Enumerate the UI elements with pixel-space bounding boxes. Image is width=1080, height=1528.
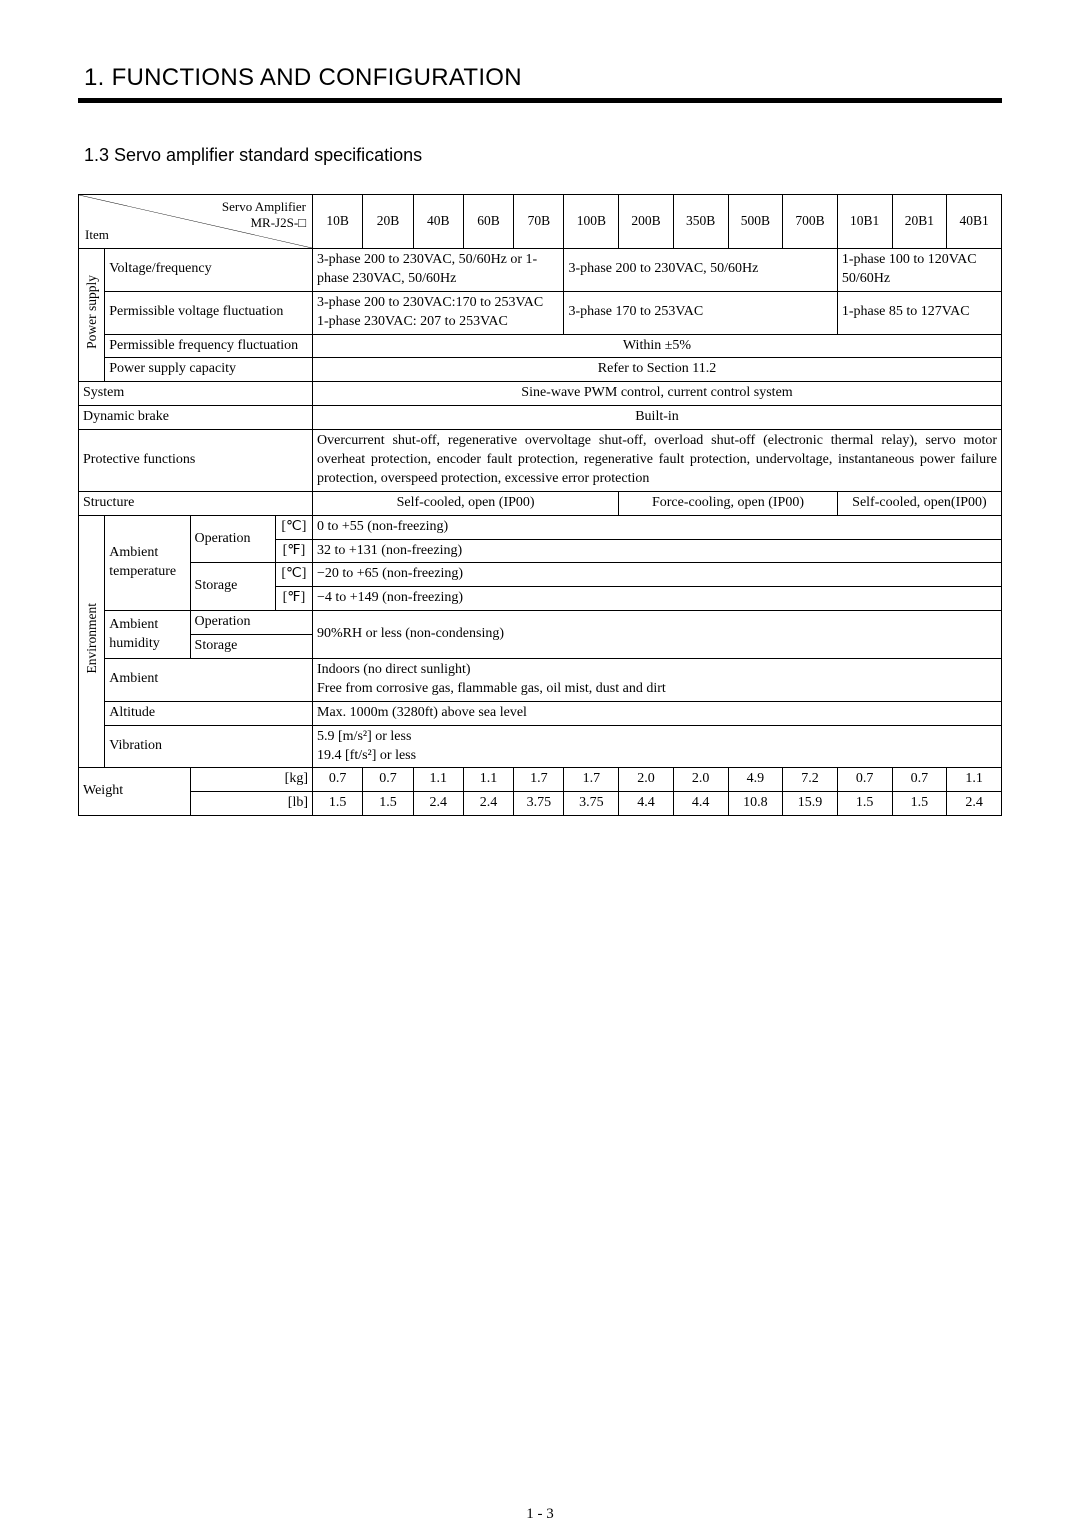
environment-group: Environment: [79, 515, 105, 768]
w-kg: 2.0: [673, 768, 728, 792]
w-kg: 0.7: [313, 768, 363, 792]
voltage-freq-a: 3-phase 200 to 230VAC, 50/60Hz or 1-phas…: [313, 249, 564, 292]
perm-volt-b: 3-phase 170 to 253VAC: [564, 291, 837, 334]
structure-label: Structure: [79, 491, 313, 515]
w-kg: 4.9: [728, 768, 783, 792]
w-kg: 0.7: [892, 768, 947, 792]
w-lb: 2.4: [413, 792, 463, 816]
ps-cap-label: Power supply capacity: [105, 358, 313, 382]
spec-table: Servo Amplifier MR-J2S-□ Item 10B 20B 40…: [78, 194, 1002, 816]
voltage-freq-c: 1-phase 100 to 120VAC 50/60Hz: [837, 249, 1001, 292]
w-kg: 0.7: [363, 768, 413, 792]
voltage-freq-label: Voltage/frequency: [105, 249, 313, 292]
amb-temp-label: Ambient temperature: [105, 515, 190, 611]
structure-c: Self-cooled, open(IP00): [837, 491, 1001, 515]
ps-cap-val: Refer to Section 11.2: [313, 358, 1002, 382]
unit-c2: [℃]: [275, 563, 312, 587]
system-val: Sine-wave PWM control, current control s…: [313, 382, 1002, 406]
w-lb: 1.5: [837, 792, 892, 816]
w-kg: 1.1: [947, 768, 1002, 792]
w-lb: 4.4: [673, 792, 728, 816]
model-col: 20B1: [892, 195, 947, 249]
protective-label: Protective functions: [79, 430, 313, 492]
amb-hum-label: Ambient humidity: [105, 611, 190, 659]
header-top2: MR-J2S-□: [250, 215, 306, 230]
page-number: 1 - 3: [78, 1506, 1002, 1523]
protective-val: Overcurrent shut-off, regenerative overv…: [313, 430, 1002, 492]
header-bottom: Item: [85, 226, 109, 244]
model-col: 10B1: [837, 195, 892, 249]
model-col: 500B: [728, 195, 783, 249]
w-kg: 7.2: [783, 768, 838, 792]
perm-freq-label: Permissible frequency fluctuation: [105, 334, 313, 358]
model-col: 10B: [313, 195, 363, 249]
altitude-val: Max. 1000m (3280ft) above sea level: [313, 701, 1002, 725]
vibration-label: Vibration: [105, 725, 313, 768]
temp-st-c: −20 to +65 (non-freezing): [313, 563, 1002, 587]
w-lb: 2.4: [463, 792, 513, 816]
temp-op-c: 0 to +55 (non-freezing): [313, 515, 1002, 539]
w-kg: 0.7: [837, 768, 892, 792]
unit-f: [℉]: [275, 539, 312, 563]
dyn-brake-val: Built-in: [313, 406, 1002, 430]
w-lb: 3.75: [514, 792, 564, 816]
model-col: 40B1: [947, 195, 1002, 249]
altitude-label: Altitude: [105, 701, 313, 725]
model-col: 20B: [363, 195, 413, 249]
ambient-val: Indoors (no direct sunlight)Free from co…: [313, 659, 1002, 702]
weight-label: Weight: [79, 768, 191, 816]
model-col: 700B: [783, 195, 838, 249]
operation-label: Operation: [190, 515, 275, 563]
header-corner: Servo Amplifier MR-J2S-□ Item: [79, 195, 313, 249]
unit-kg: [kg]: [190, 768, 312, 792]
temp-st-f: −4 to +149 (non-freezing): [313, 587, 1002, 611]
w-lb: 2.4: [947, 792, 1002, 816]
unit-c: [℃]: [275, 515, 312, 539]
chapter-title: 1. FUNCTIONS AND CONFIGURATION: [84, 64, 1002, 92]
hum-storage: Storage: [190, 635, 312, 659]
model-col: 60B: [463, 195, 513, 249]
model-col: 100B: [564, 195, 619, 249]
w-kg: 1.7: [564, 768, 619, 792]
vibration-val: 5.9 [m/s²] or less19.4 [ft/s²] or less: [313, 725, 1002, 768]
model-col: 70B: [514, 195, 564, 249]
perm-volt-label: Permissible voltage fluctuation: [105, 291, 313, 334]
model-col: 40B: [413, 195, 463, 249]
unit-f2: [℉]: [275, 587, 312, 611]
dyn-brake-label: Dynamic brake: [79, 406, 313, 430]
structure-a: Self-cooled, open (IP00): [313, 491, 619, 515]
model-col: 200B: [619, 195, 674, 249]
w-lb: 1.5: [363, 792, 413, 816]
unit-lb: [lb]: [190, 792, 312, 816]
section-title: 1.3 Servo amplifier standard specificati…: [84, 145, 1002, 166]
hum-val: 90%RH or less (non-condensing): [313, 611, 1002, 659]
model-col: 350B: [673, 195, 728, 249]
ambient-label: Ambient: [105, 659, 313, 702]
w-kg: 1.7: [514, 768, 564, 792]
storage-label: Storage: [190, 563, 275, 611]
w-kg: 1.1: [463, 768, 513, 792]
header-top1: Servo Amplifier: [222, 199, 306, 214]
w-lb: 1.5: [892, 792, 947, 816]
w-kg: 1.1: [413, 768, 463, 792]
perm-volt-a: 3-phase 200 to 230VAC:170 to 253VAC1-pha…: [313, 291, 564, 334]
voltage-freq-b: 3-phase 200 to 230VAC, 50/60Hz: [564, 249, 837, 292]
perm-freq-val: Within ±5%: [313, 334, 1002, 358]
temp-op-f: 32 to +131 (non-freezing): [313, 539, 1002, 563]
structure-b: Force-cooling, open (IP00): [619, 491, 838, 515]
w-lb: 3.75: [564, 792, 619, 816]
title-rule: [78, 98, 1002, 103]
w-kg: 2.0: [619, 768, 674, 792]
w-lb: 10.8: [728, 792, 783, 816]
w-lb: 1.5: [313, 792, 363, 816]
w-lb: 4.4: [619, 792, 674, 816]
w-lb: 15.9: [783, 792, 838, 816]
power-supply-group: Power supply: [79, 249, 105, 382]
perm-volt-c: 1-phase 85 to 127VAC: [837, 291, 1001, 334]
system-label: System: [79, 382, 313, 406]
hum-operation: Operation: [190, 611, 312, 635]
